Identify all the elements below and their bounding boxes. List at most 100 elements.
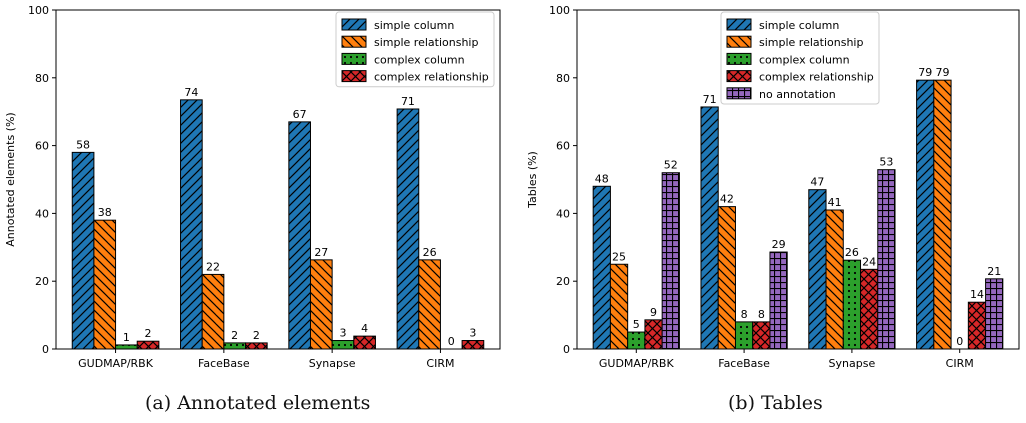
y-axis-label: Annotated elements (%) — [4, 112, 17, 246]
data-label: 9 — [650, 306, 657, 319]
x-tick-label-facebase: FaceBase — [198, 357, 250, 370]
bar-complex-column-facebase — [223, 342, 247, 350]
bar-simple-relationship-gudmap-rbk — [93, 219, 117, 350]
x-tick-label-cirm: CIRM — [946, 357, 974, 370]
bar-simple-relationship-cirm — [933, 79, 952, 350]
data-label: 58 — [76, 138, 90, 151]
data-label: 3 — [469, 327, 476, 340]
caption-b: (b) Tables — [728, 392, 823, 414]
plot-frame — [55, 9, 501, 350]
x-tick-label-gudmap-rbk: GUDMAP/RBK — [78, 357, 154, 370]
y-tick-label: 40 — [35, 207, 49, 220]
y-tick-label: 20 — [35, 275, 49, 288]
data-label: 3 — [339, 327, 346, 340]
legend-swatch-simple-column — [726, 18, 752, 31]
legend-label-complex-relationship: complex relationship — [759, 71, 874, 84]
y-tick-label: 80 — [556, 72, 570, 85]
y-tick-label: 80 — [35, 72, 49, 85]
data-label: 38 — [98, 206, 112, 219]
bar-complex-relationship-gudmap-rbk — [644, 319, 663, 350]
legend-label-complex-column: complex column — [374, 53, 465, 66]
y-tick-label: 60 — [556, 140, 570, 153]
y-tick-label: 40 — [556, 207, 570, 220]
bar-complex-column-gudmap-rbk — [627, 331, 646, 350]
bar-simple-relationship-facebase — [717, 206, 736, 350]
bar-complex-relationship-facebase — [245, 342, 268, 350]
bar-complex-column-synapse — [331, 340, 355, 350]
bar-simple-column-cirm — [396, 108, 420, 350]
x-tick-label-synapse: Synapse — [309, 357, 356, 370]
data-label: 26 — [423, 246, 437, 259]
data-label: 29 — [772, 238, 786, 251]
bar-simple-column-cirm — [916, 79, 935, 350]
data-label: 25 — [612, 250, 626, 263]
bar-no-annotation-cirm — [985, 278, 1004, 350]
legend-box — [335, 11, 495, 88]
data-label: 2 — [145, 327, 152, 340]
data-label: 0 — [448, 335, 455, 348]
data-label: 47 — [810, 176, 824, 189]
y-tick-label: 0 — [563, 343, 570, 356]
data-label: 79 — [918, 66, 932, 79]
legend-swatch-complex-column — [341, 52, 367, 65]
bar-simple-column-synapse — [808, 189, 827, 350]
bar-simple-column-gudmap-rbk — [71, 151, 95, 350]
data-label: 1 — [123, 331, 130, 344]
legend: simple column simple relationship complex … — [720, 11, 880, 105]
legend-label-simple-column: simple column — [374, 19, 454, 32]
y-tick-label: 100 — [28, 4, 49, 17]
x-tick-label-cirm: CIRM — [426, 357, 454, 370]
data-label: 0 — [956, 335, 963, 348]
data-label: 79 — [935, 66, 949, 79]
bar-complex-relationship-synapse — [353, 335, 376, 350]
data-label: 26 — [845, 246, 859, 259]
legend-box — [720, 11, 880, 105]
y-tick-label: 100 — [549, 4, 570, 17]
bar-simple-relationship-synapse — [309, 259, 333, 350]
data-label: 48 — [595, 172, 609, 185]
bar-simple-relationship-cirm — [418, 259, 441, 350]
legend-label-simple-column: simple column — [759, 19, 839, 32]
bar-complex-relationship-cirm — [461, 340, 485, 350]
data-label: 8 — [741, 308, 748, 321]
y-tick-label: 0 — [42, 343, 49, 356]
y-tick-label: 20 — [556, 275, 570, 288]
legend-swatch-no-annotation — [726, 87, 752, 100]
bar-complex-relationship-cirm — [967, 301, 987, 350]
y-tick-label: 60 — [35, 140, 49, 153]
bar-complex-relationship-gudmap-rbk — [136, 340, 160, 350]
data-label: 71 — [703, 93, 717, 106]
legend-swatch-complex-relationship — [341, 70, 367, 83]
legend-swatch-complex-column — [726, 52, 752, 65]
bar-complex-relationship-facebase — [752, 321, 771, 350]
bar-simple-column-gudmap-rbk — [592, 185, 611, 350]
y-axis-label: Tables (%) — [526, 151, 539, 209]
legend-label-simple-relationship: simple relationship — [374, 36, 478, 49]
bar-simple-column-facebase — [700, 106, 719, 350]
data-label: 8 — [758, 308, 765, 321]
data-label: 52 — [664, 159, 678, 172]
data-label: 74 — [184, 86, 198, 99]
plot-frame — [576, 9, 1020, 350]
data-label: 2 — [253, 329, 260, 342]
data-label: 41 — [828, 196, 842, 209]
data-label: 42 — [720, 193, 734, 206]
legend-label-complex-column: complex column — [759, 53, 850, 66]
legend-label-simple-relationship: simple relationship — [759, 36, 863, 49]
bar-complex-relationship-synapse — [860, 268, 879, 350]
bar-simple-relationship-gudmap-rbk — [609, 263, 629, 350]
data-label: 4 — [361, 322, 368, 335]
data-label: 2 — [231, 329, 238, 342]
bar-simple-relationship-facebase — [201, 273, 225, 350]
bar-no-annotation-synapse — [877, 169, 896, 350]
legend-swatch-simple-relationship — [341, 35, 367, 48]
data-label: 22 — [206, 260, 220, 273]
data-label: 71 — [401, 95, 415, 108]
data-label: 67 — [293, 108, 307, 121]
data-label: 14 — [970, 288, 984, 301]
legend-swatch-complex-relationship — [726, 70, 752, 83]
data-label: 53 — [879, 156, 893, 169]
legend-swatch-simple-relationship — [726, 35, 752, 48]
